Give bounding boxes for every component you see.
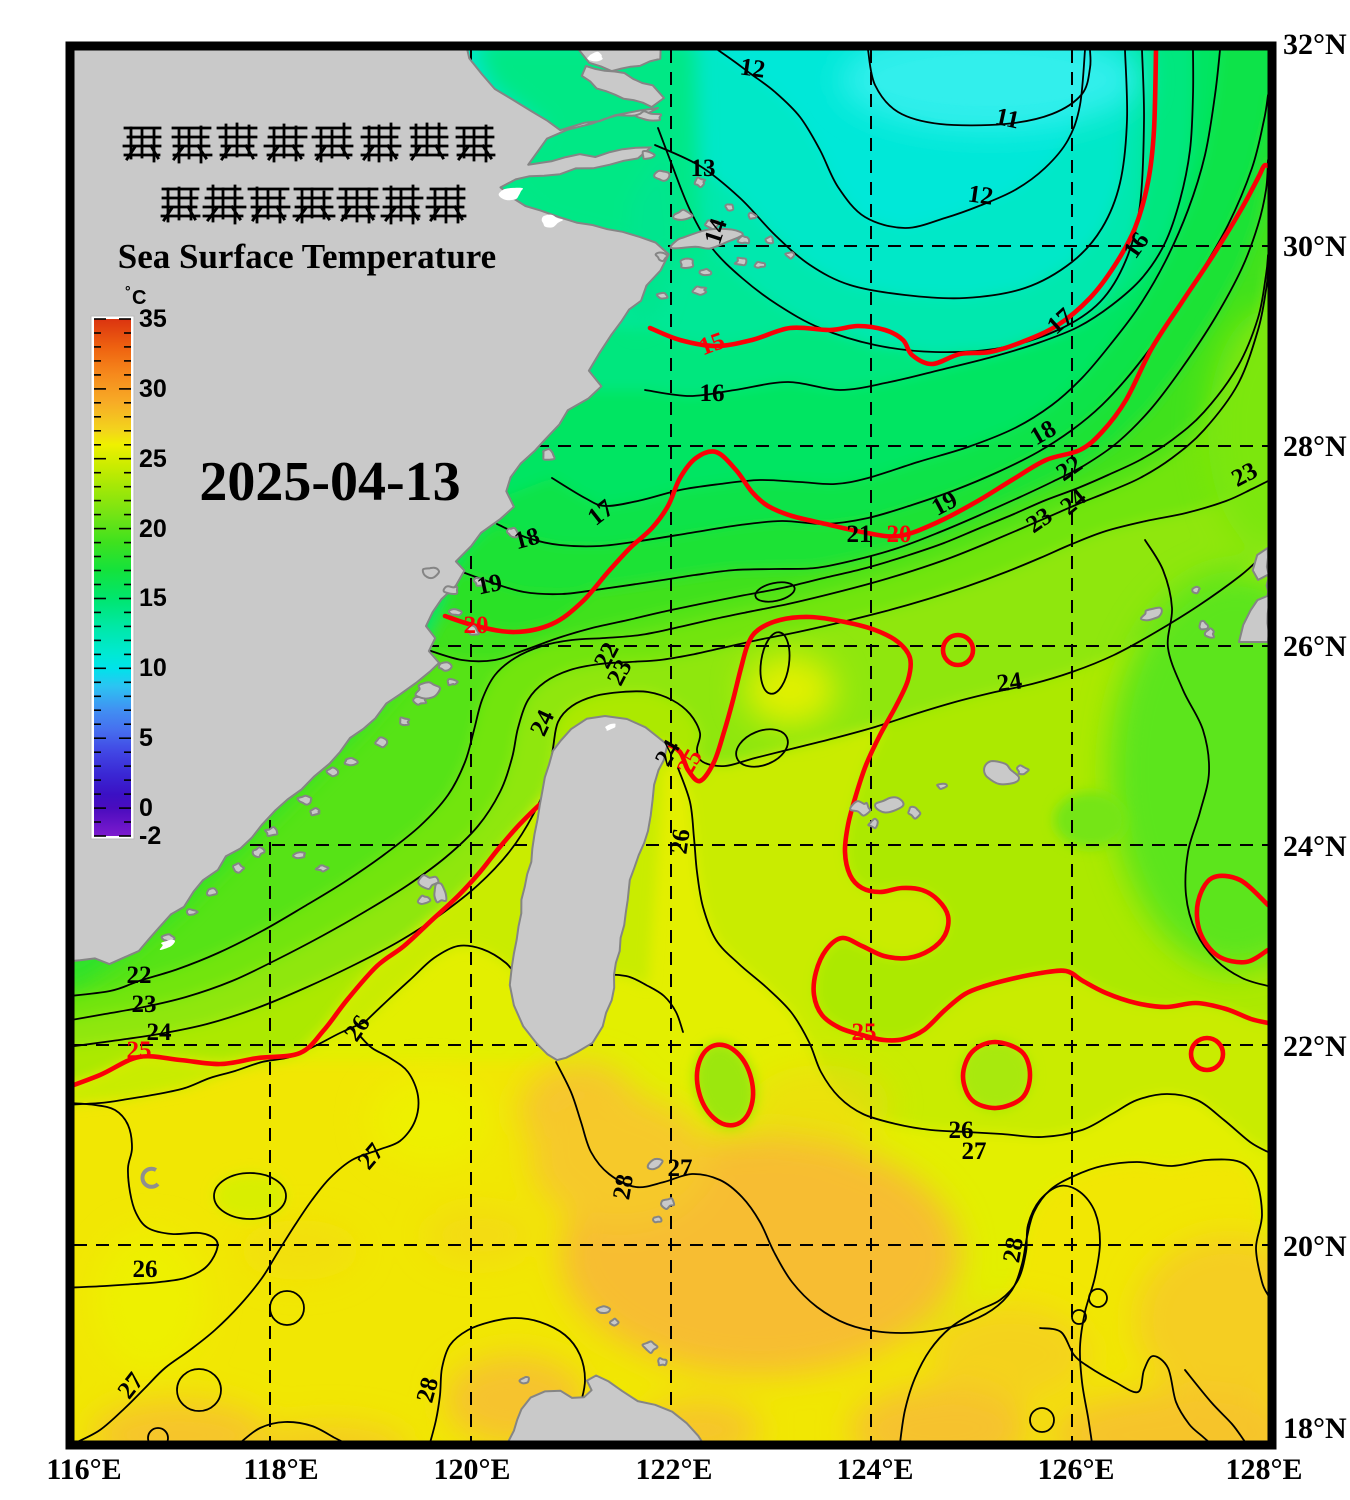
svg-text:25: 25 — [127, 1037, 152, 1064]
svg-text:25: 25 — [852, 1019, 877, 1046]
svg-text:20: 20 — [139, 515, 167, 543]
svg-text:26: 26 — [666, 827, 696, 856]
svg-text:19: 19 — [475, 569, 505, 601]
svg-text:24°N: 24°N — [1283, 830, 1347, 863]
svg-text:25: 25 — [139, 445, 167, 473]
svg-text:27: 27 — [668, 1155, 693, 1182]
svg-text:128°E: 128°E — [1225, 1453, 1302, 1486]
svg-text:18°N: 18°N — [1283, 1412, 1347, 1445]
svg-text:22: 22 — [127, 962, 152, 989]
svg-text:124°E: 124°E — [836, 1453, 913, 1486]
svg-text:-2: -2 — [139, 822, 161, 850]
svg-text:21: 21 — [847, 521, 872, 548]
svg-text:30: 30 — [139, 375, 167, 403]
svg-text:126°E: 126°E — [1037, 1453, 1114, 1486]
svg-text:120°E: 120°E — [433, 1453, 510, 1486]
svg-text:26°N: 26°N — [1283, 630, 1347, 663]
svg-text:35: 35 — [139, 305, 167, 333]
svg-text:116°E: 116°E — [46, 1453, 121, 1486]
svg-text:30°N: 30°N — [1283, 230, 1347, 263]
svg-text:28: 28 — [998, 1235, 1029, 1264]
svg-text:27: 27 — [962, 1138, 987, 1165]
svg-text:20: 20 — [464, 612, 489, 639]
svg-text:11: 11 — [993, 103, 1022, 134]
svg-text:23: 23 — [132, 991, 157, 1018]
svg-text:22°N: 22°N — [1283, 1030, 1347, 1063]
svg-text:24: 24 — [147, 1019, 173, 1046]
svg-text:Sea Surface Temperature: Sea Surface Temperature — [118, 237, 496, 276]
svg-text:32°N: 32°N — [1283, 28, 1347, 61]
svg-text:2025-04-13: 2025-04-13 — [199, 451, 460, 513]
svg-text:13: 13 — [691, 155, 716, 182]
svg-text:122°E: 122°E — [635, 1453, 712, 1486]
svg-text:10: 10 — [139, 654, 167, 682]
svg-text:28°N: 28°N — [1283, 430, 1347, 463]
svg-text:0: 0 — [139, 794, 153, 822]
svg-text:°: ° — [125, 283, 131, 299]
svg-text:15: 15 — [139, 584, 167, 612]
svg-text:118°E: 118°E — [243, 1453, 318, 1486]
svg-text:26: 26 — [133, 1256, 158, 1283]
svg-text:24: 24 — [995, 667, 1024, 697]
svg-text:28: 28 — [608, 1172, 639, 1201]
svg-text:12: 12 — [966, 181, 995, 211]
svg-text:26: 26 — [949, 1117, 974, 1144]
svg-text:16: 16 — [700, 380, 725, 407]
svg-text:20: 20 — [887, 521, 912, 548]
svg-text:20°N: 20°N — [1283, 1230, 1347, 1263]
svg-text:C: C — [132, 287, 146, 309]
svg-text:5: 5 — [139, 724, 153, 752]
svg-text:12: 12 — [738, 54, 767, 84]
